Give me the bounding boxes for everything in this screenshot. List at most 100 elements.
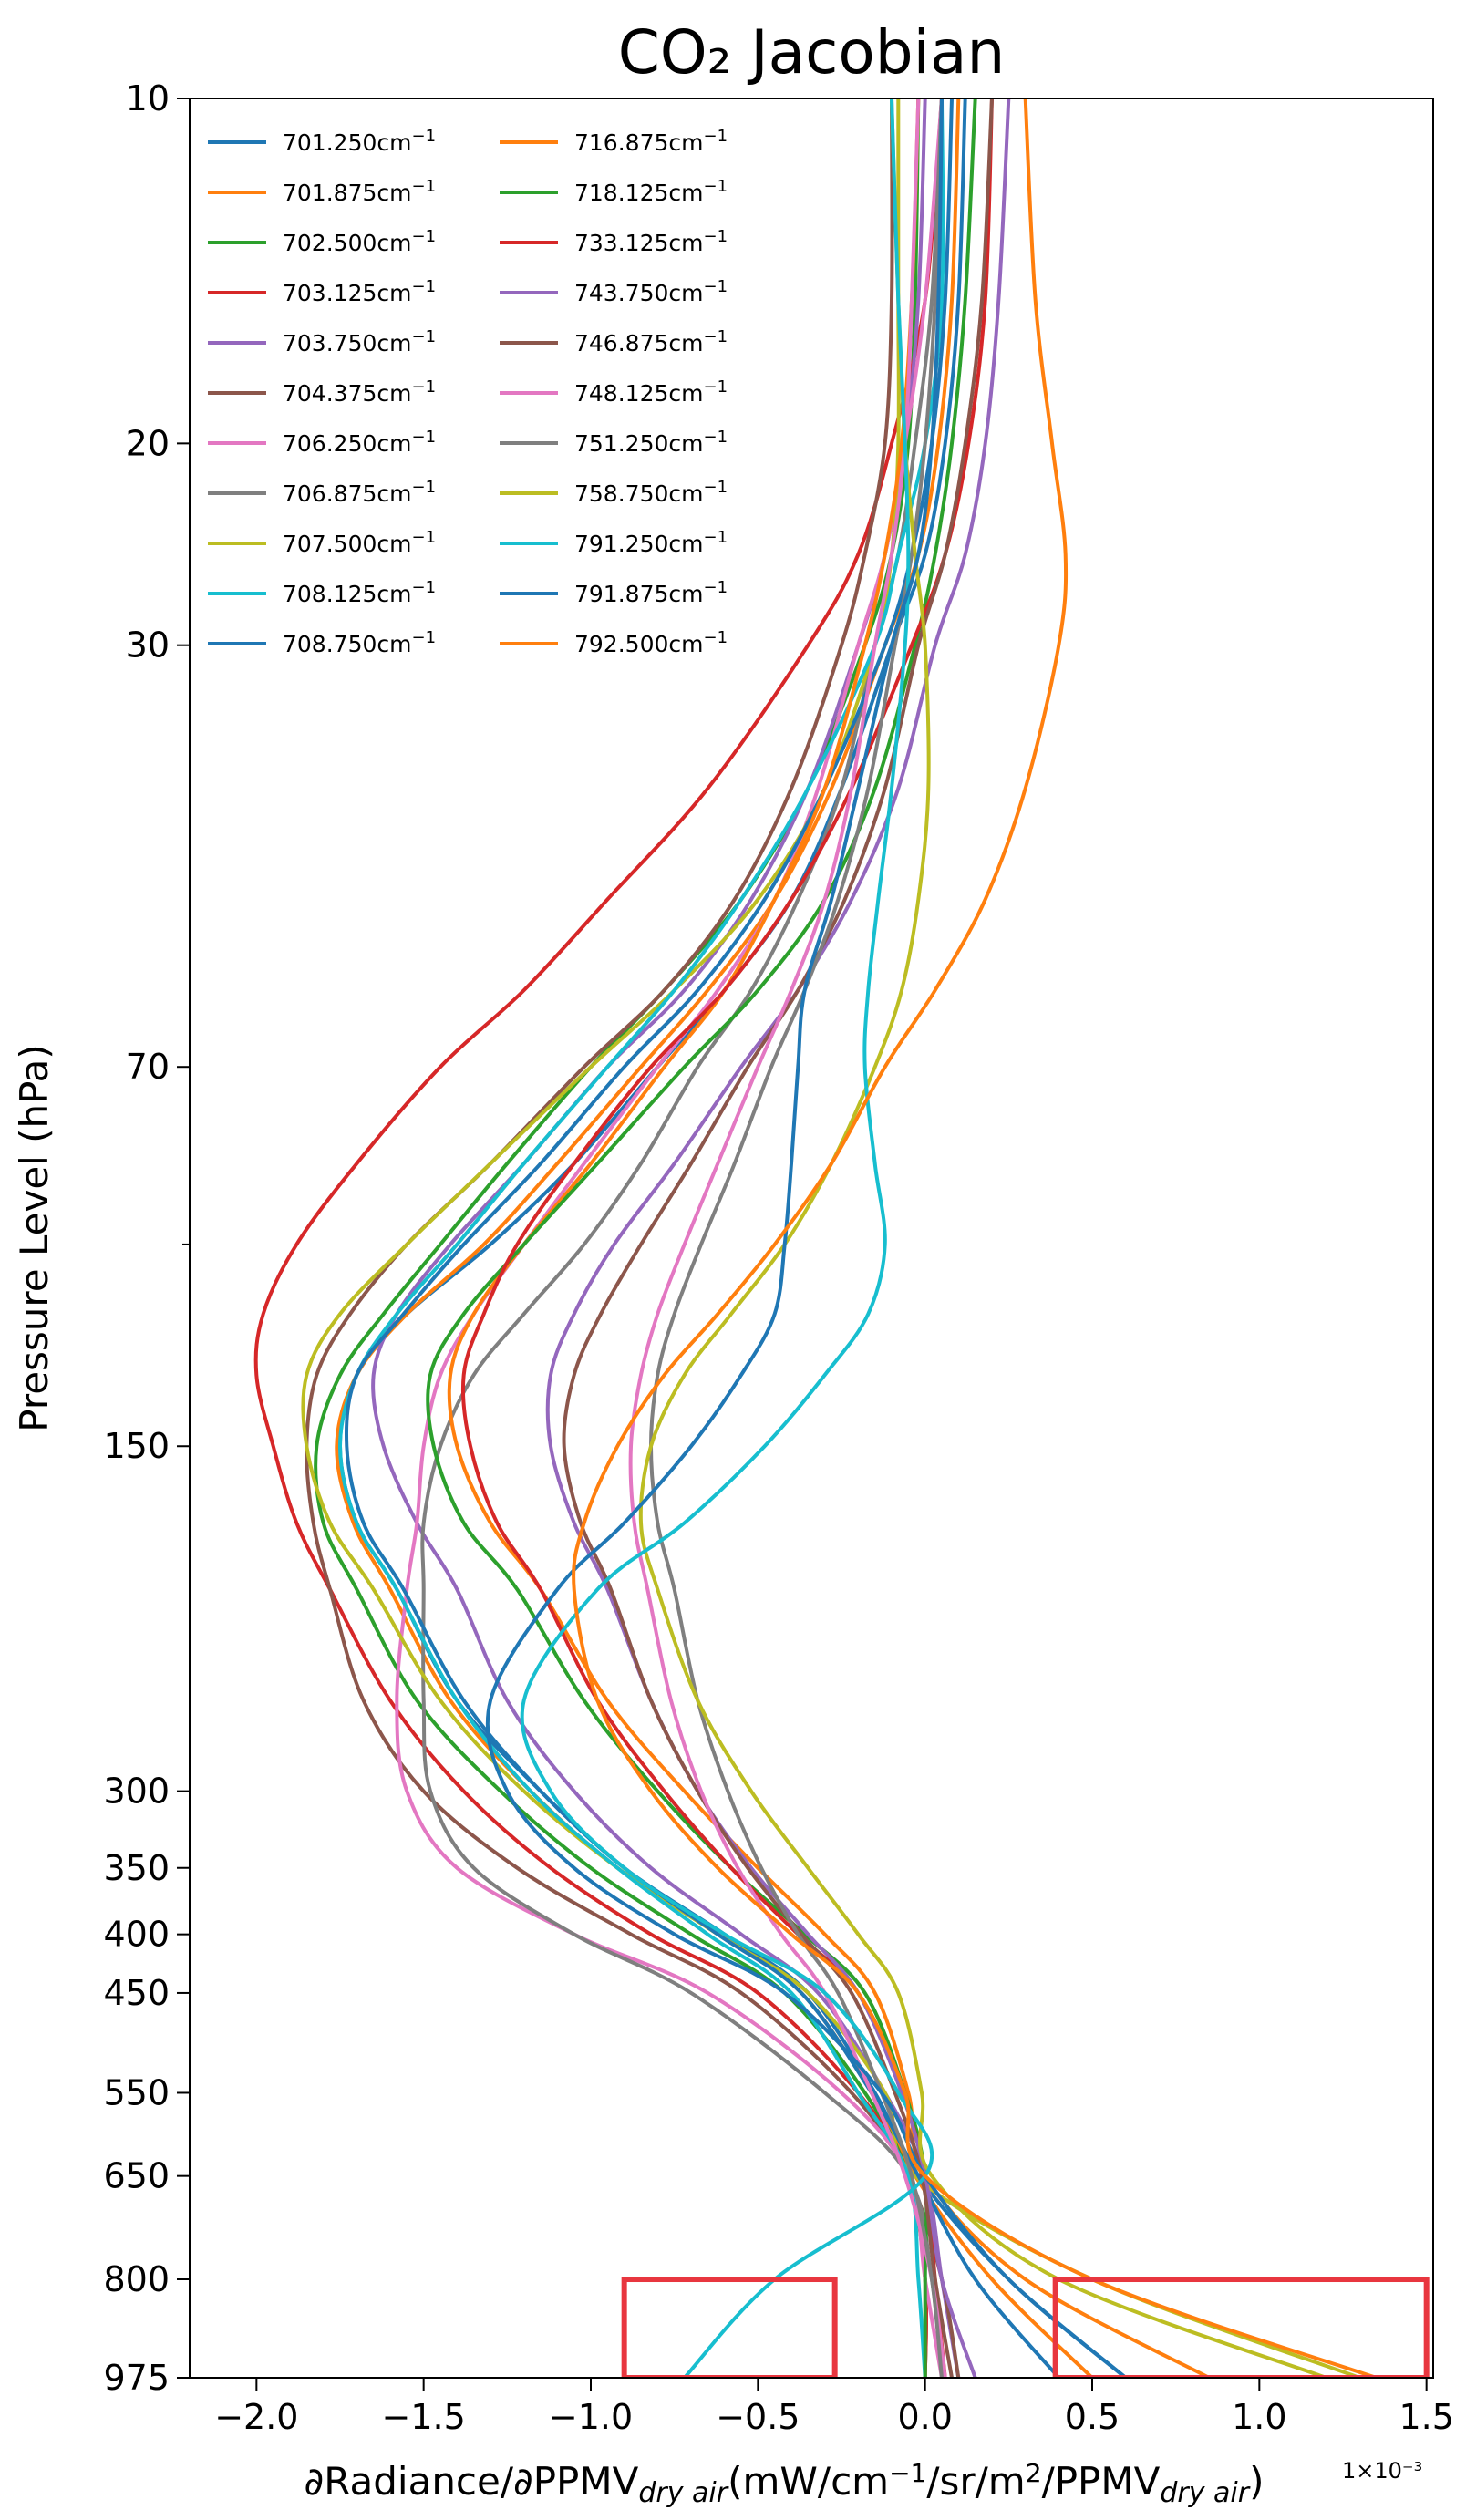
- legend-item: 758.750cm−1: [500, 478, 728, 507]
- legend-label: 748.125cm−1: [574, 377, 728, 407]
- legend-label-value: 792.500cm: [574, 631, 703, 657]
- legend-label-unit-sup: −1: [703, 428, 728, 447]
- legend-label-value: 743.750cm: [574, 280, 703, 306]
- legend-label-unit-sup: −1: [703, 277, 728, 296]
- legend-item: 751.250cm−1: [500, 428, 728, 457]
- legend-label-value: 708.125cm: [283, 581, 411, 607]
- y-tick-label: 70: [126, 1047, 170, 1087]
- x-title-sub-2: dry air: [1160, 2477, 1250, 2509]
- legend-label-unit-sup: −1: [703, 578, 728, 597]
- legend-label: 706.250cm−1: [283, 428, 436, 457]
- x-title-part-b: (mW/cm: [728, 2459, 889, 2504]
- legend-label: 792.500cm−1: [574, 628, 728, 657]
- legend-label-value: 746.875cm: [574, 330, 703, 356]
- plot-frame: [189, 98, 1434, 2379]
- series-line-746-875cm: [562, 98, 994, 2378]
- legend-label-unit-sup: −1: [703, 377, 728, 397]
- legend-label: 701.250cm−1: [283, 127, 436, 156]
- x-title-sup-2: 2: [1026, 2458, 1042, 2488]
- legend-item: 702.500cm−1: [208, 227, 436, 256]
- series-line-704-375cm: [305, 98, 961, 2378]
- legend-label-unit-sup: −1: [411, 127, 436, 146]
- series-line-791-250cm: [520, 98, 934, 2378]
- y-tick-label: 20: [126, 423, 170, 463]
- legend-item: 703.125cm−1: [208, 277, 436, 306]
- x-tick-label: 0.0: [897, 2397, 952, 2437]
- x-title-sub-1: dry air: [638, 2477, 728, 2509]
- legend-label-value: 751.250cm: [574, 430, 703, 457]
- legend-label: 716.875cm−1: [574, 127, 728, 156]
- y-tick-label: 10: [126, 78, 170, 119]
- series-line-791-875cm: [485, 98, 1127, 2378]
- legend-label-value: 701.875cm: [283, 180, 411, 206]
- series-line-751-250cm: [649, 98, 944, 2378]
- y-tick-label: 550: [103, 2072, 170, 2112]
- y-tick-label: 300: [103, 1771, 170, 1812]
- legend-label-unit-sup: −1: [411, 327, 436, 346]
- legend-label: 708.125cm−1: [283, 578, 436, 607]
- legend-label: 746.875cm−1: [574, 327, 728, 356]
- legend-item: 708.125cm−1: [208, 578, 436, 607]
- legend-item: 706.875cm−1: [208, 478, 436, 507]
- legend-item: 707.500cm−1: [208, 528, 436, 557]
- legend-label-value: 758.750cm: [574, 480, 703, 507]
- legend-label: 701.875cm−1: [283, 177, 436, 206]
- legend-label-value: 748.125cm: [574, 380, 703, 407]
- legend-label: 703.125cm−1: [283, 277, 436, 306]
- y-tick-label: 450: [103, 1973, 170, 2013]
- series-line-703-125cm: [253, 98, 944, 2378]
- legend-label: 733.125cm−1: [574, 227, 728, 256]
- legend-item: 718.125cm−1: [500, 177, 728, 206]
- x-tick-label: −1.5: [382, 2397, 466, 2437]
- highlight-box-1: [621, 2277, 838, 2378]
- x-tick-label: 1.5: [1399, 2397, 1453, 2437]
- series-line-758-750cm: [638, 98, 1327, 2378]
- legend-label-unit-sup: −1: [703, 127, 728, 146]
- legend-label-unit-sup: −1: [411, 628, 436, 647]
- legend-label: 743.750cm−1: [574, 277, 728, 306]
- legend-label: 718.125cm−1: [574, 177, 728, 206]
- y-tick-label: 150: [103, 1426, 170, 1466]
- x-tick-label: −0.5: [716, 2397, 800, 2437]
- legend-item: 792.500cm−1: [500, 628, 728, 657]
- legend-item: 701.875cm−1: [208, 177, 436, 206]
- legend-label-value: 706.875cm: [283, 480, 411, 507]
- x-axis-scale-note: 1×10⁻³: [1342, 2458, 1422, 2484]
- legend-label: 708.750cm−1: [283, 628, 436, 657]
- x-title-sup-1: −1: [889, 2458, 926, 2488]
- legend-item: 703.750cm−1: [208, 327, 436, 356]
- legend-label-value: 707.500cm: [283, 531, 411, 557]
- legend-label-unit-sup: −1: [703, 628, 728, 647]
- legend-label-value: 706.250cm: [283, 430, 411, 457]
- x-title-part-a: ∂Radiance/∂PPMV: [305, 2459, 639, 2504]
- legend-label: 791.250cm−1: [574, 528, 728, 557]
- legend-item: 704.375cm−1: [208, 377, 436, 407]
- legend-label: 704.375cm−1: [283, 377, 436, 407]
- legend-item: 743.750cm−1: [500, 277, 728, 306]
- legend-item: 733.125cm−1: [500, 227, 728, 256]
- plot-area: [253, 98, 1430, 2378]
- x-tick-label: 0.5: [1065, 2397, 1120, 2437]
- legend-item: 791.250cm−1: [500, 528, 728, 557]
- legend-item: 706.250cm−1: [208, 428, 436, 457]
- legend-label-unit-sup: −1: [411, 177, 436, 196]
- x-title-part-e: ): [1249, 2459, 1264, 2504]
- legend-label-value: 703.750cm: [283, 330, 411, 356]
- y-tick-label: 30: [126, 625, 170, 666]
- x-title-part-d: /PPMV: [1042, 2459, 1161, 2504]
- series-line-706-250cm: [395, 98, 944, 2378]
- y-tick-label: 350: [103, 1848, 170, 1888]
- series-line-716-875cm: [447, 98, 1211, 2378]
- legend-label: 707.500cm−1: [283, 528, 436, 557]
- legend-item: 708.750cm−1: [208, 628, 436, 657]
- legend-item: 791.875cm−1: [500, 578, 728, 607]
- y-tick-label: 650: [103, 2156, 170, 2196]
- legend-label-value: 708.750cm: [283, 631, 411, 657]
- legend-label-unit-sup: −1: [411, 428, 436, 447]
- legend-label-unit-sup: −1: [703, 528, 728, 547]
- legend-item: 748.125cm−1: [500, 377, 728, 407]
- legend-label: 758.750cm−1: [574, 478, 728, 507]
- legend-label-unit-sup: −1: [411, 377, 436, 397]
- legend-item: 716.875cm−1: [500, 127, 728, 156]
